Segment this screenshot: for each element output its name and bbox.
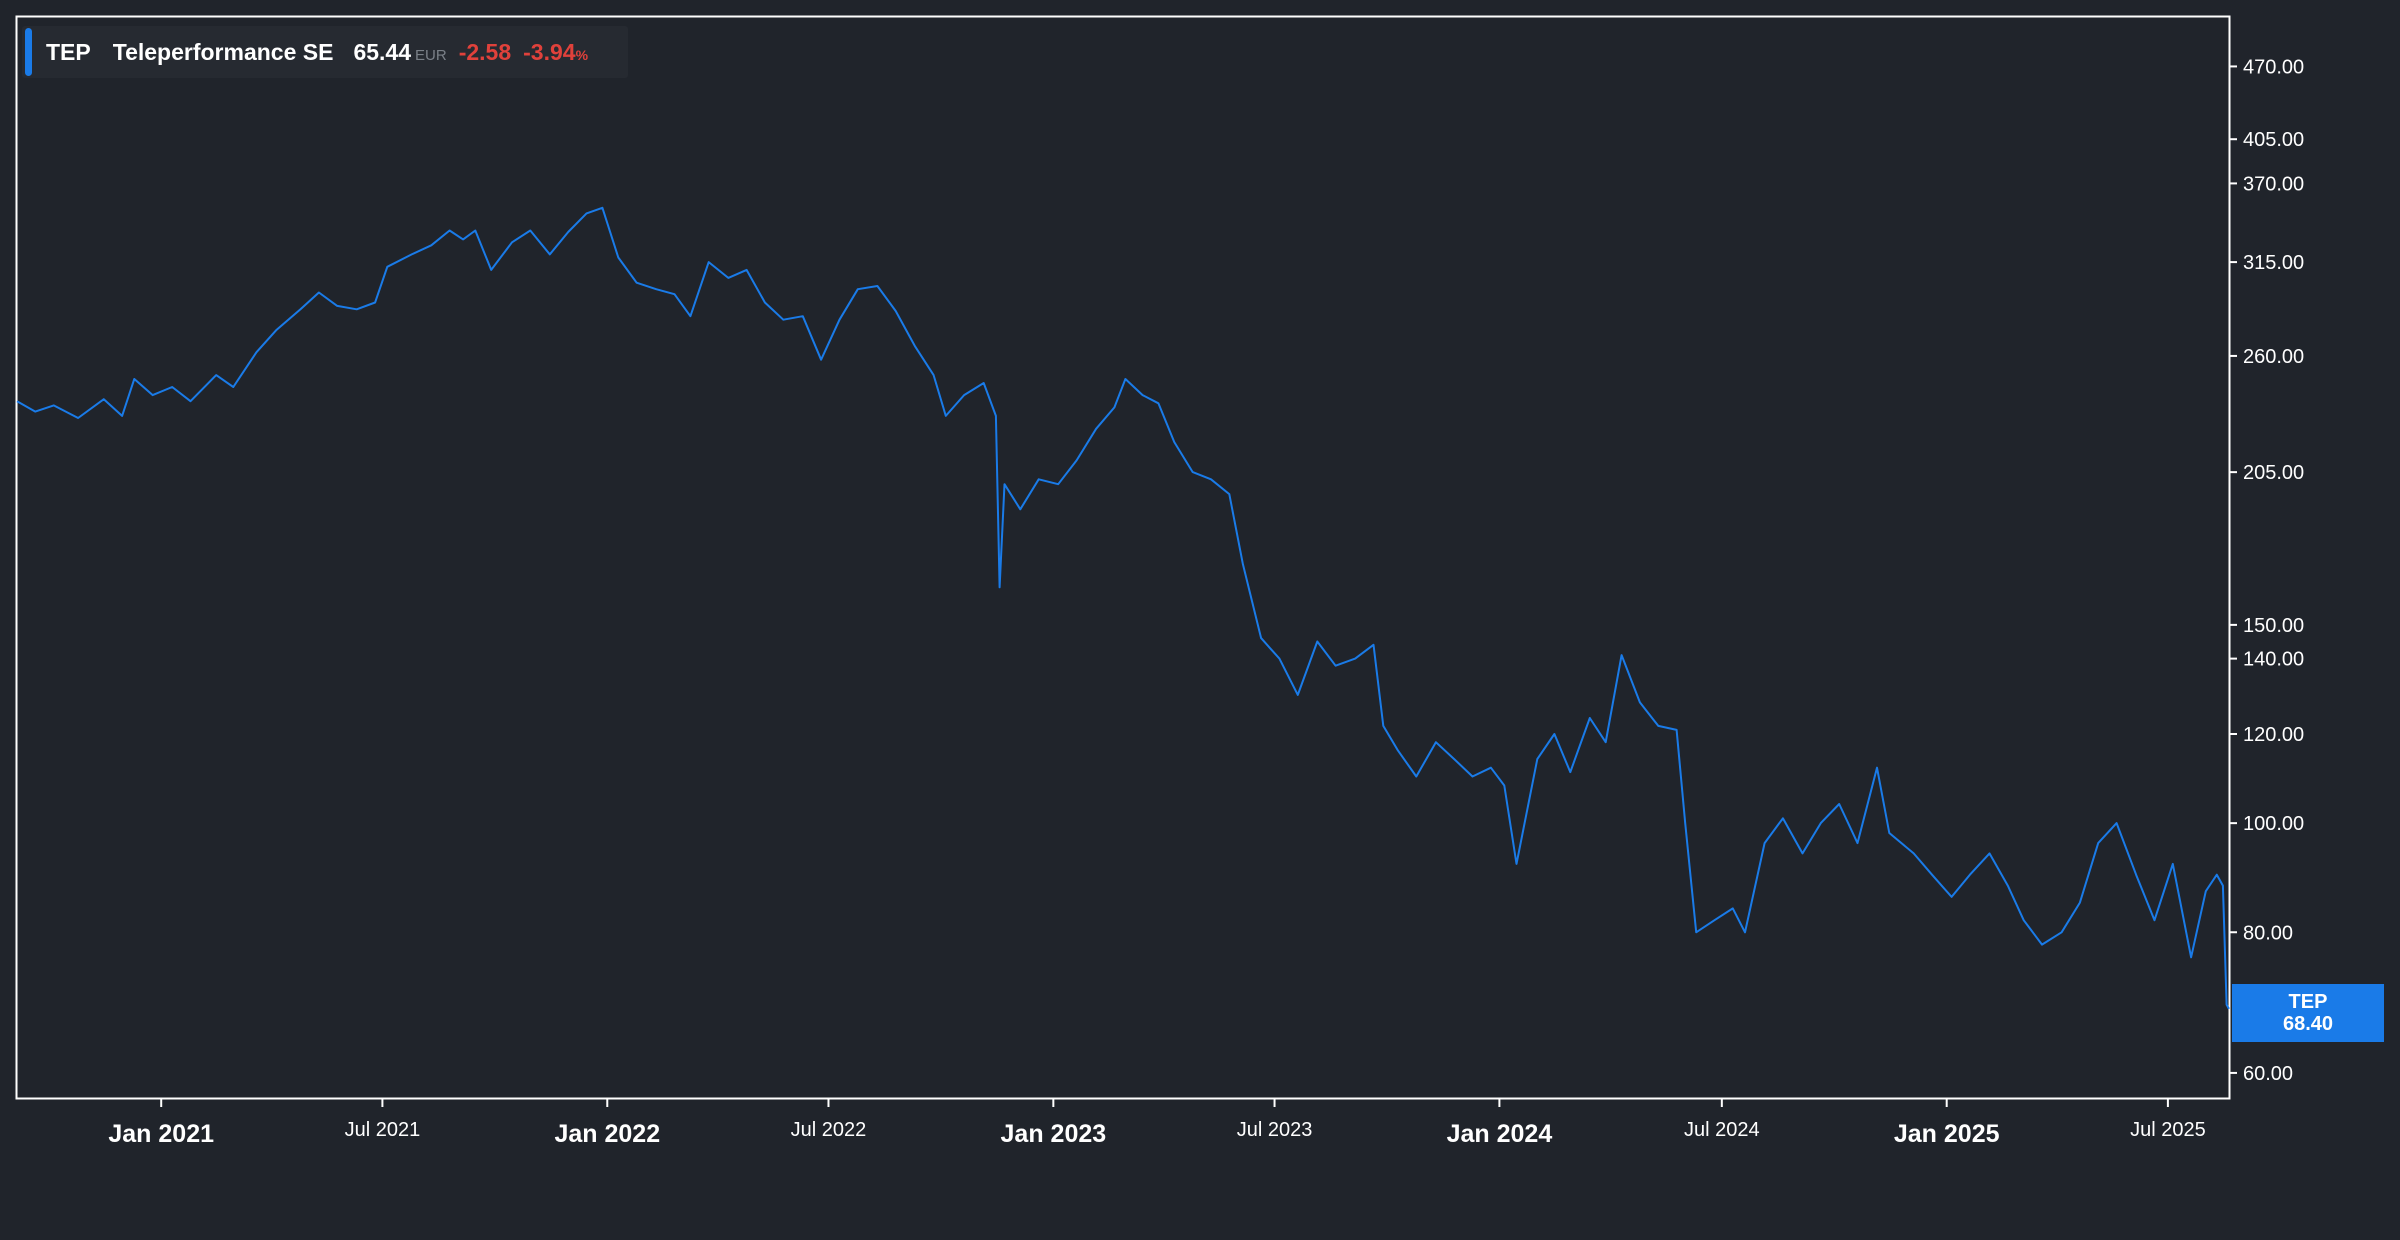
series-layer xyxy=(16,206,2230,1010)
x-tick-label: Jan 2023 xyxy=(1001,1120,1107,1148)
y-tick-label: 370.00 xyxy=(2243,173,2304,195)
series-color-swatch xyxy=(25,28,32,76)
legend-price: 65.44 xyxy=(353,38,412,65)
y-tick-label: 205.00 xyxy=(2243,462,2304,484)
y-tick-label: 470.00 xyxy=(2243,56,2304,78)
x-tick-label: Jan 2024 xyxy=(1447,1120,1553,1148)
y-tick-label: 405.00 xyxy=(2243,129,2304,151)
legend-pct-sign: % xyxy=(575,47,589,63)
y-axis: 470.00 405.00 370.00 315.00 260.00 205.00 150.… xyxy=(2229,56,2304,1085)
legend-name: Teleperformance SE xyxy=(112,38,334,65)
legend-change: -2.58 xyxy=(458,38,512,65)
x-tick-label: Jul 2022 xyxy=(791,1119,867,1141)
y-tick-label: 80.00 xyxy=(2243,922,2293,944)
last-value-tag: TEP 68.40 xyxy=(2232,984,2384,1042)
plot-frame xyxy=(15,15,2231,1100)
x-axis: Jan 2021 Jul 2021 Jan 2022 Jul 2022 Jan 2023… xyxy=(108,1098,2206,1148)
y-tick-label: 140.00 xyxy=(2243,649,2304,671)
x-tick-label: Jan 2021 xyxy=(108,1120,214,1148)
legend-symbol: TEP xyxy=(46,38,91,65)
legend-currency: EUR xyxy=(415,46,447,64)
y-tick-label: 315.00 xyxy=(2243,252,2304,274)
legend[interactable]: TEP Teleperformance SE 65.44 EUR -2.58 -… xyxy=(22,26,628,78)
series-line xyxy=(16,206,2230,1010)
x-tick-label: Jan 2022 xyxy=(554,1120,660,1148)
x-tick-label: Jul 2025 xyxy=(2130,1119,2206,1141)
y-tick-label: 260.00 xyxy=(2243,346,2304,368)
last-value-price: 68.40 xyxy=(2282,1013,2334,1035)
x-tick-label: Jul 2021 xyxy=(345,1119,421,1141)
legend-change-pct: -3.94 xyxy=(523,38,576,65)
last-value-symbol: TEP xyxy=(2288,991,2328,1013)
y-tick-label: 100.00 xyxy=(2243,813,2304,835)
x-tick-label: Jul 2023 xyxy=(1237,1119,1313,1141)
x-tick-label: Jan 2025 xyxy=(1894,1120,2000,1148)
y-tick-label: 120.00 xyxy=(2243,724,2304,746)
y-tick-label: 150.00 xyxy=(2243,615,2304,637)
x-tick-label: Jul 2024 xyxy=(1684,1119,1760,1141)
y-tick-label: 60.00 xyxy=(2243,1063,2293,1085)
